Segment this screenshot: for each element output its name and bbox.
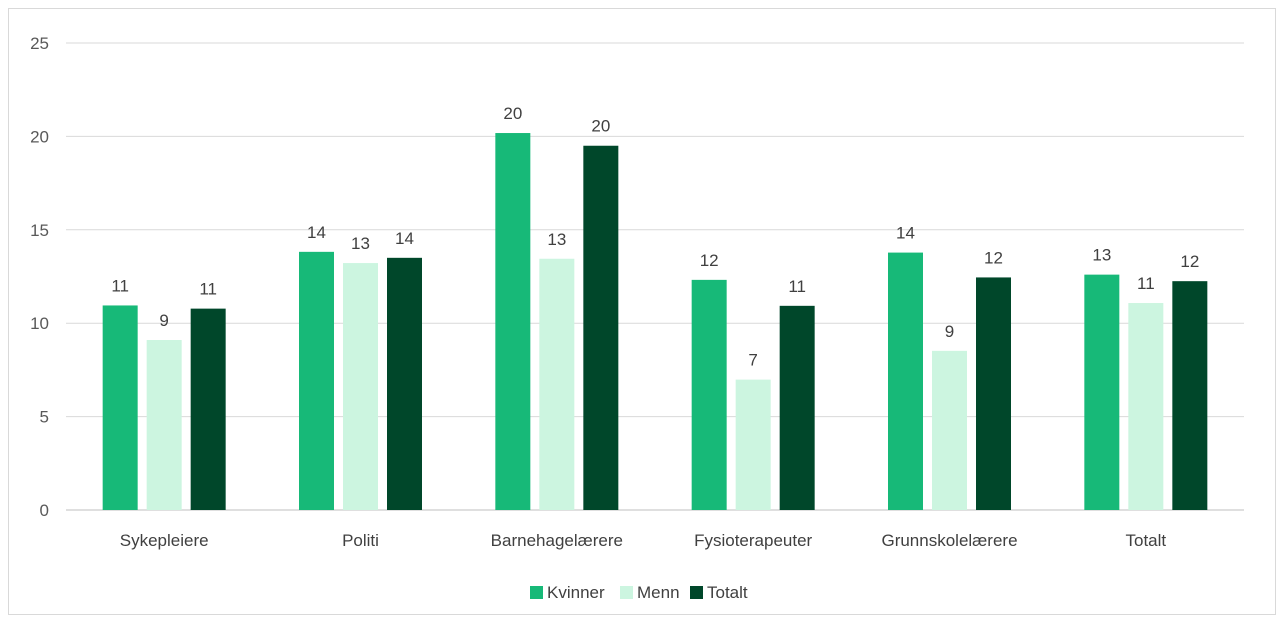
category-label: Fysioterapeuter (694, 531, 812, 550)
data-label: 11 (111, 276, 129, 295)
bar-totalt (387, 257, 422, 510)
data-label: 9 (945, 322, 954, 341)
category-label: Grunnskolelærere (881, 531, 1017, 550)
bar-kvinner (102, 305, 138, 510)
data-label: 12 (1180, 252, 1199, 271)
chart-frame: 0 5 10 15 20 25 11 9 11 14 13 14 20 13 20 12 7 11 14 9 12 13… (8, 8, 1276, 615)
legend: Kvinner Menn Totalt (530, 583, 748, 602)
legend-label-menn: Menn (637, 583, 680, 602)
data-label: 9 (159, 311, 168, 330)
data-label: 11 (1137, 274, 1155, 293)
data-label: 14 (896, 224, 915, 243)
bar-kvinner (299, 251, 334, 510)
y-tick-label: 15 (30, 221, 49, 240)
y-tick-label: 25 (30, 34, 49, 53)
bar-totalt (190, 308, 226, 510)
bar-totalt (1172, 281, 1208, 510)
data-label: 7 (748, 351, 757, 370)
bar-menn (1128, 303, 1164, 510)
legend-label-kvinner: Kvinner (547, 583, 605, 602)
bar-menn (539, 258, 575, 510)
legend-swatch-totalt (690, 586, 703, 599)
bar-kvinner (691, 279, 727, 510)
data-label: 11 (788, 277, 806, 296)
data-label: 14 (307, 223, 326, 242)
y-tick-label: 0 (40, 501, 49, 520)
data-label: 12 (984, 248, 1003, 267)
y-tick-label: 10 (30, 314, 49, 333)
bar-totalt (583, 145, 619, 511)
bar-chart: 0 5 10 15 20 25 11 9 11 14 13 14 20 13 20 12 7 11 14 9 12 13… (30, 34, 1244, 602)
bars (102, 133, 1208, 511)
data-label: 13 (547, 230, 566, 249)
bar-kvinner (888, 252, 923, 510)
bar-menn (932, 350, 967, 510)
data-label: 13 (1092, 246, 1111, 265)
data-label: 12 (700, 251, 719, 270)
category-label: Sykepleiere (120, 531, 209, 550)
data-label: 13 (351, 234, 370, 253)
data-label: 11 (199, 280, 217, 299)
data-label: 14 (395, 229, 414, 248)
y-tick-label: 5 (40, 408, 49, 427)
bar-totalt (976, 277, 1011, 510)
category-label: Politi (342, 531, 379, 550)
category-label: Barnehagelærere (491, 531, 623, 550)
legend-swatch-menn (620, 586, 633, 599)
data-label: 20 (503, 104, 522, 123)
legend-swatch-kvinner (530, 586, 543, 599)
gridlines (66, 42, 1244, 511)
bar-menn (146, 340, 182, 510)
legend-label-totalt: Totalt (707, 583, 748, 602)
x-axis-categories: Sykepleiere Politi Barnehagelærere Fysioter… (120, 531, 1167, 550)
bar-kvinner (1084, 274, 1120, 510)
data-labels: 11 9 11 14 13 14 20 13 20 12 7 11 14 9 12 13 11 12 (111, 104, 1199, 370)
bar-menn (343, 263, 378, 510)
y-axis-ticks: 0 5 10 15 20 25 (30, 34, 49, 520)
bar-totalt (779, 305, 815, 510)
data-label: 20 (591, 117, 610, 136)
category-label: Totalt (1126, 531, 1167, 550)
bar-menn (735, 379, 771, 510)
bar-kvinner (495, 133, 531, 510)
y-tick-label: 20 (30, 127, 49, 146)
